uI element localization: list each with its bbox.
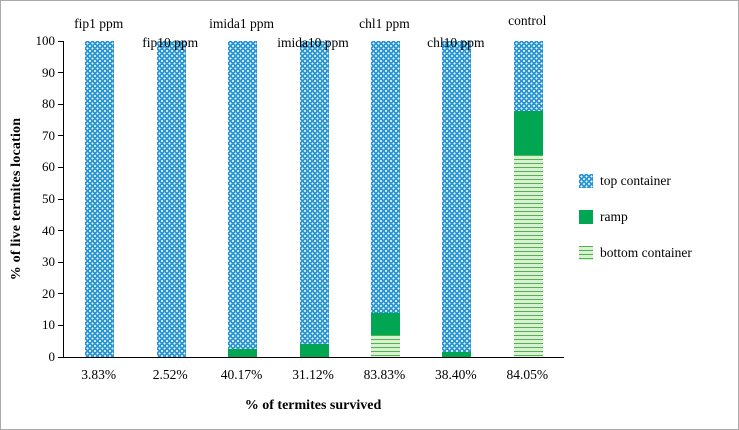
bar-segment-bottom-container — [370, 334, 400, 357]
y-tick-label: 30 — [42, 254, 55, 270]
legend: top container ramp bottom container — [579, 173, 692, 281]
bar — [156, 41, 186, 357]
survival-value-label: 83.83% — [363, 367, 406, 382]
bar-segment-top-container — [156, 41, 186, 357]
survival-value-label: 3.83% — [81, 367, 117, 382]
bar-segment-ramp — [442, 352, 472, 357]
bar — [228, 41, 258, 357]
bar — [85, 41, 115, 357]
bar — [370, 41, 400, 357]
y-tick-mark — [58, 356, 63, 358]
y-tick-mark — [58, 230, 63, 232]
category-label: fip10 ppm — [142, 35, 199, 50]
bar-segment-ramp — [370, 312, 400, 335]
survival-value-label: 84.05% — [506, 367, 549, 382]
y-tick-mark — [58, 135, 63, 137]
y-tick-label: 50 — [42, 191, 55, 206]
bar-segment-top-container — [442, 41, 472, 353]
y-tick-label: 90 — [42, 64, 55, 80]
y-tick-label: 20 — [42, 285, 55, 301]
y-tick-mark — [58, 198, 63, 200]
legend-item: ramp — [579, 209, 692, 225]
category-label: imida10 ppm — [277, 35, 349, 50]
bar-segment-top-container — [299, 41, 329, 345]
y-tick-mark — [58, 261, 63, 263]
legend-item: bottom container — [579, 245, 692, 261]
legend-swatch-ramp — [579, 210, 593, 224]
bar — [513, 41, 543, 357]
legend-label: bottom container — [600, 245, 692, 260]
legend-label: top container — [600, 173, 671, 188]
survival-value-label: 2.52% — [152, 367, 188, 382]
bar-segment-top-container — [513, 41, 543, 111]
y-tick-mark — [58, 103, 63, 105]
y-tick-label: 60 — [42, 159, 55, 175]
category-label: imida1 ppm — [209, 16, 274, 31]
survival-value-label: 40.17% — [220, 367, 263, 382]
bar-segment-ramp — [299, 344, 329, 357]
y-tick-label: 100 — [35, 33, 56, 48]
y-tick-label: 0 — [48, 349, 56, 364]
y-tick-label: 10 — [42, 317, 55, 333]
x-axis-title: % of termites survived — [244, 398, 382, 413]
survival-value-label: 31.12% — [292, 367, 334, 382]
category-label: chl10 ppm — [427, 35, 485, 50]
legend-swatch-bottom-container — [579, 246, 593, 260]
legend-item: top container — [579, 173, 692, 189]
plot-area — [63, 41, 564, 358]
y-tick-mark — [58, 40, 63, 42]
bar-segment-ramp — [228, 349, 258, 357]
y-tick-mark — [58, 72, 63, 74]
y-tick-mark — [58, 293, 63, 295]
y-tick-mark — [58, 324, 63, 326]
legend-swatch-top-container — [579, 174, 593, 188]
category-label: chl1 ppm — [359, 16, 410, 31]
bar-segment-ramp — [513, 110, 543, 155]
legend-label: ramp — [600, 209, 628, 224]
y-tick-label: 70 — [42, 127, 55, 143]
bar-segment-bottom-container — [513, 154, 543, 357]
bar-segment-top-container — [370, 41, 400, 313]
y-tick-mark — [58, 166, 63, 168]
category-label: control — [508, 13, 547, 28]
category-label: fip1 ppm — [74, 16, 124, 31]
bar — [442, 41, 472, 357]
bar-segment-top-container — [85, 41, 115, 357]
y-tick-label: 40 — [42, 222, 55, 238]
y-tick-label: 80 — [42, 96, 55, 112]
survival-value-label: 38.40% — [435, 367, 477, 382]
bar-segment-top-container — [228, 41, 258, 350]
bar — [299, 41, 329, 357]
